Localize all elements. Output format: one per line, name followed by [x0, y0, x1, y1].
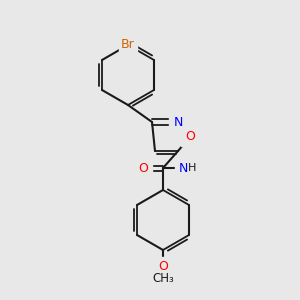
Text: Br: Br [121, 38, 135, 52]
Text: N: N [173, 116, 183, 128]
Text: N: N [178, 161, 188, 175]
Text: H: H [188, 163, 196, 173]
Text: O: O [138, 161, 148, 175]
Text: CH₃: CH₃ [152, 272, 174, 286]
Text: O: O [158, 260, 168, 272]
Text: O: O [185, 130, 195, 143]
